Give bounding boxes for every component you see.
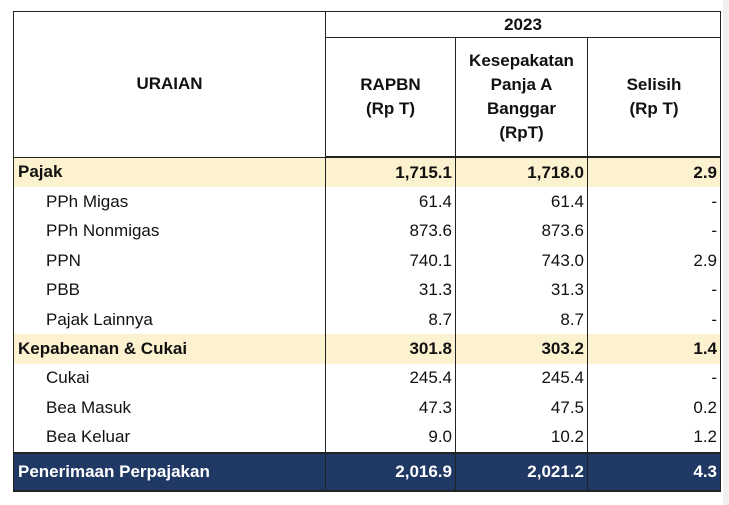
total-row: Penerimaan Perpajakan 2,016.9 2,021.2 4.…	[13, 451, 722, 492]
row-rapbn: 1,715.1	[325, 157, 456, 188]
right-edge-strip	[723, 0, 729, 505]
header-kesepakatan-line3: Banggar	[487, 99, 556, 118]
row-rapbn: 8.7	[325, 304, 456, 335]
row-selisih: -	[586, 216, 722, 247]
table-row: Bea Masuk 47.3 47.5 0.2	[13, 393, 722, 423]
row-kesepakatan: 1,718.0	[455, 157, 588, 188]
header-selisih: Selisih (Rp T)	[586, 37, 722, 158]
row-kesepakatan: 61.4	[455, 187, 588, 217]
row-kesepakatan: 743.0	[455, 246, 588, 276]
header-year: 2023	[324, 11, 722, 38]
table-row: Kepabeanan & Cukai 301.8 303.2 1.4	[13, 334, 722, 364]
row-label: Pajak Lainnya	[13, 304, 326, 335]
tax-revenue-table: URAIAN 2023 RAPBN (Rp T) Kesepakatan Pan…	[13, 11, 722, 492]
row-label: PBB	[13, 275, 326, 305]
row-selisih: -	[586, 275, 722, 305]
row-rapbn: 873.6	[325, 216, 456, 247]
header-kesepakatan: Kesepakatan Panja A Banggar (RpT)	[455, 37, 588, 158]
table-row: Pajak Lainnya 8.7 8.7 -	[13, 304, 722, 335]
header-selisih-line2: (Rp T)	[629, 99, 679, 118]
header-rapbn: RAPBN (Rp T)	[325, 37, 456, 158]
table-row: Bea Keluar 9.0 10.2 1.2	[13, 422, 722, 453]
row-label: Bea Keluar	[13, 422, 326, 453]
table-row: PPh Migas 61.4 61.4 -	[13, 187, 722, 217]
table-row: Cukai 245.4 245.4 -	[13, 363, 722, 394]
row-label: Pajak	[13, 157, 326, 188]
row-selisih: 0.2	[586, 393, 722, 423]
header-kesepakatan-line2: Panja A	[490, 75, 553, 94]
row-rapbn: 31.3	[325, 275, 456, 305]
row-kesepakatan: 31.3	[455, 275, 588, 305]
header-selisih-line1: Selisih	[626, 75, 682, 94]
header-kesepakatan-line4: (RpT)	[499, 123, 544, 142]
table-row: PBB 31.3 31.3 -	[13, 275, 722, 305]
row-kesepakatan: 873.6	[455, 216, 588, 247]
row-selisih: -	[586, 187, 722, 217]
row-rapbn: 740.1	[325, 246, 456, 276]
row-label: Bea Masuk	[13, 393, 326, 423]
row-selisih: 1.4	[586, 334, 722, 364]
row-selisih: -	[586, 304, 722, 335]
row-selisih: 2.9	[586, 157, 722, 188]
row-kesepakatan: 245.4	[455, 363, 588, 394]
table-row: PPh Nonmigas 873.6 873.6 -	[13, 216, 722, 247]
table-row: PPN 740.1 743.0 2.9	[13, 246, 722, 276]
row-label: PPh Nonmigas	[13, 216, 326, 247]
row-rapbn: 9.0	[325, 422, 456, 453]
row-selisih: 1.2	[586, 422, 722, 453]
row-rapbn: 245.4	[325, 363, 456, 394]
header-rapbn-line1: RAPBN	[360, 75, 421, 94]
row-label: PPN	[13, 246, 326, 276]
row-kesepakatan: 8.7	[455, 304, 588, 335]
row-label: PPh Migas	[13, 187, 326, 217]
header-uraian: URAIAN	[13, 11, 326, 158]
row-selisih: -	[586, 363, 722, 394]
table-row: Pajak 1,715.1 1,718.0 2.9	[13, 157, 722, 188]
row-label: Cukai	[13, 363, 326, 394]
header-rapbn-line2: (Rp T)	[365, 99, 416, 118]
row-rapbn: 301.8	[325, 334, 456, 364]
total-label: Penerimaan Perpajakan	[13, 451, 326, 492]
total-rapbn: 2,016.9	[325, 451, 456, 492]
row-label: Kepabeanan & Cukai	[13, 334, 326, 364]
row-rapbn: 47.3	[325, 393, 456, 423]
row-kesepakatan: 47.5	[455, 393, 588, 423]
total-kesepakatan: 2,021.2	[455, 451, 588, 492]
row-rapbn: 61.4	[325, 187, 456, 217]
header-kesepakatan-line1: Kesepakatan	[469, 51, 574, 70]
row-selisih: 2.9	[586, 246, 722, 276]
total-selisih: 4.3	[586, 451, 722, 492]
row-kesepakatan: 303.2	[455, 334, 588, 364]
row-kesepakatan: 10.2	[455, 422, 588, 453]
